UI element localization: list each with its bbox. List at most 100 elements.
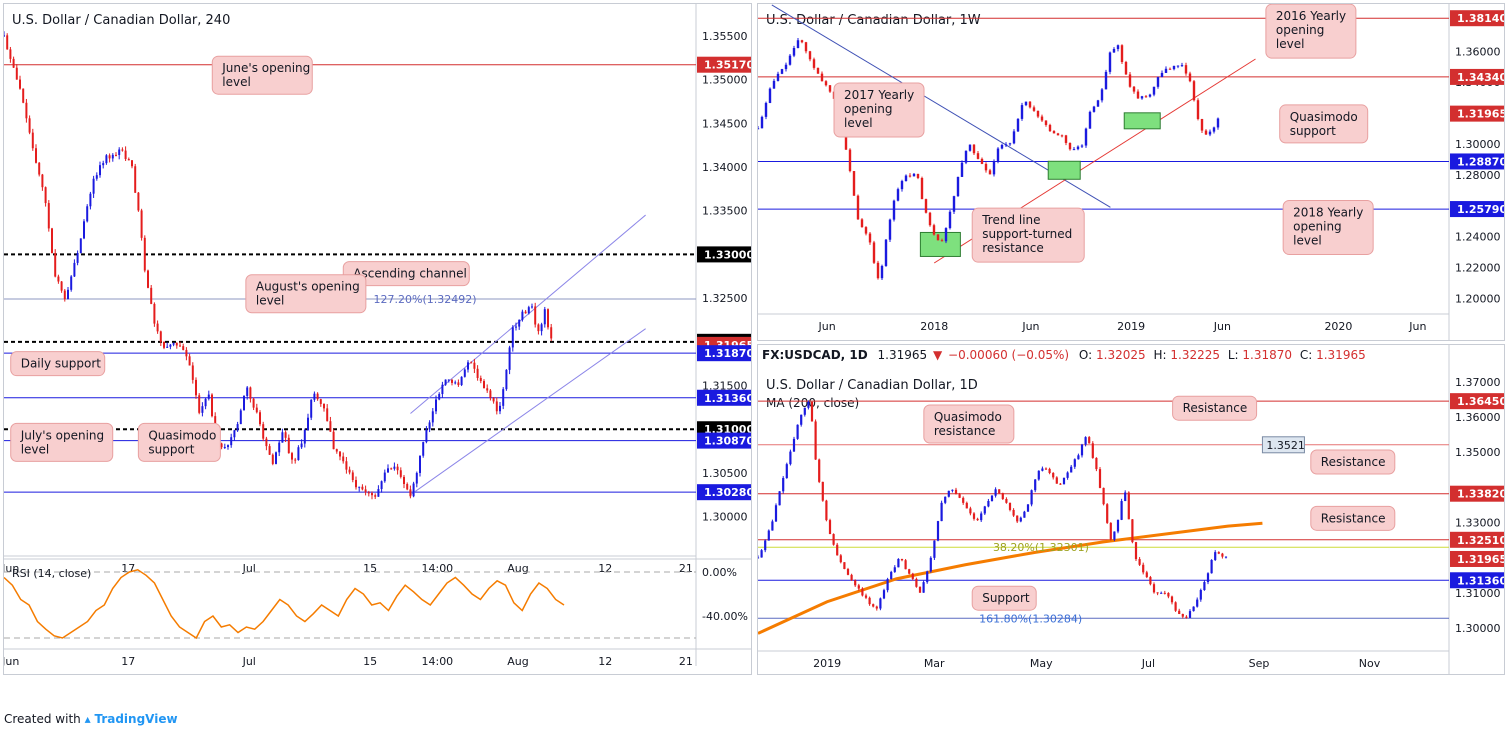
d1-candle-body bbox=[951, 489, 954, 491]
w1-candle-body bbox=[1184, 65, 1188, 74]
rsi-tick-label: 0.00% bbox=[702, 566, 737, 579]
h4-candle-body bbox=[255, 407, 258, 413]
d1-price-tag-label: 1.36450 bbox=[1457, 395, 1505, 408]
d1-candle-body bbox=[1008, 502, 1012, 510]
d1-candle-body bbox=[1206, 573, 1210, 583]
w1-candle-body bbox=[936, 234, 940, 241]
d1-x-tick-label: Nov bbox=[1359, 657, 1381, 670]
h4-candle-body bbox=[521, 311, 524, 320]
h4-x-tick-label: Aug bbox=[507, 562, 528, 575]
h4-price-tag-label: 1.35170 bbox=[704, 59, 752, 72]
h4-candle-body bbox=[351, 472, 354, 480]
w1-candle-body bbox=[916, 173, 920, 179]
d1-candle-body bbox=[915, 578, 918, 587]
h4-candle-body bbox=[374, 495, 377, 497]
h4-callout-text: July's opening bbox=[20, 428, 104, 442]
w1-candle-body bbox=[760, 116, 764, 129]
w1-candle-body bbox=[1156, 77, 1160, 87]
w1-candle-body bbox=[920, 178, 924, 200]
d1-candle-body bbox=[900, 558, 904, 561]
h4-callout-text: level bbox=[256, 294, 285, 308]
d1-candle-body bbox=[940, 502, 943, 522]
d1-candle-body bbox=[1044, 468, 1048, 470]
w1-candle-body bbox=[960, 162, 964, 177]
d1-candle-body bbox=[760, 550, 763, 558]
d1-candle-body bbox=[857, 585, 860, 589]
d1-x-tick-label: Jul bbox=[1141, 657, 1155, 670]
d1-candle-body bbox=[904, 560, 907, 570]
h4-candle-body bbox=[223, 446, 226, 448]
d1-callout-box bbox=[1310, 505, 1396, 531]
w1-candle-body bbox=[860, 219, 864, 228]
h4-candle-body bbox=[268, 446, 271, 455]
w1-candle-body bbox=[1104, 71, 1108, 90]
d1-candle-body bbox=[832, 534, 835, 545]
h4-candle-body bbox=[271, 454, 274, 464]
d1-candle-body bbox=[987, 501, 990, 507]
h4-chart[interactable]: U.S. Dollar / Canadian Dollar, 240 1.355… bbox=[4, 4, 752, 675]
rsi-label: RSI (14, close) bbox=[12, 567, 91, 580]
h4-candle-body bbox=[25, 102, 28, 119]
w1-candle-body bbox=[1080, 145, 1084, 147]
w1-candle-body bbox=[1160, 72, 1164, 78]
w1-candle-body bbox=[1056, 133, 1060, 136]
h4-price-tag bbox=[697, 56, 751, 73]
d1-candle-body bbox=[954, 489, 958, 495]
down-arrow-icon: ▼ bbox=[933, 348, 943, 362]
h4-candle-body bbox=[441, 384, 444, 395]
h4-candle-body bbox=[345, 461, 348, 470]
d1-fib-label: 161.80%(1.30284) bbox=[979, 612, 1082, 625]
h4-callout-text: support bbox=[148, 442, 194, 456]
d1-candle-body bbox=[785, 464, 788, 479]
d1-candle-body bbox=[994, 489, 997, 496]
h4-candle-body bbox=[57, 276, 60, 282]
d1-price-tag-label: 1.32510 bbox=[1457, 534, 1505, 547]
d1-candle-body bbox=[1214, 552, 1217, 560]
d1-candle-body bbox=[789, 451, 792, 465]
h4-candle-body bbox=[323, 403, 325, 409]
tradingview-logo-icon: ▴ bbox=[84, 712, 91, 726]
h4-chart-panel[interactable]: U.S. Dollar / Canadian Dollar, 240 1.355… bbox=[3, 3, 752, 675]
w1-candle-body bbox=[876, 262, 880, 279]
d1-candle-body bbox=[965, 502, 968, 509]
d1-candle-body bbox=[922, 582, 925, 593]
h4-candle-body bbox=[172, 343, 175, 345]
w1-candle-body bbox=[1172, 65, 1176, 70]
daily-chart-panel[interactable]: FX:USDCAD, 1D 1.31965 ▼ −0.00060 (−0.05%… bbox=[757, 344, 1505, 675]
h4-candle-body bbox=[108, 155, 111, 159]
d1-candle-body bbox=[771, 521, 774, 531]
w1-candle-body bbox=[1020, 105, 1024, 119]
h4-candle-body bbox=[332, 431, 335, 450]
w1-candle-body bbox=[788, 55, 792, 65]
h4-candle-body bbox=[316, 393, 319, 400]
weekly-chart[interactable]: U.S. Dollar / Canadian Dollar, 1W 1.3600… bbox=[758, 4, 1505, 341]
d1-candle-body bbox=[1156, 592, 1159, 594]
d1-candle-body bbox=[1196, 599, 1199, 607]
w1-candle-body bbox=[888, 219, 892, 240]
w1-candle-body bbox=[1116, 45, 1120, 50]
d1-candle-body bbox=[893, 567, 896, 572]
weekly-chart-panel[interactable]: U.S. Dollar / Canadian Dollar, 1W 1.3600… bbox=[757, 3, 1505, 341]
h4-candle-body bbox=[444, 379, 447, 385]
w1-candle-body bbox=[948, 211, 952, 229]
h4-y-tick-label: 1.34000 bbox=[702, 161, 748, 174]
w1-candle-body bbox=[932, 225, 936, 235]
w1-price-tag-label: 1.25790 bbox=[1457, 203, 1505, 216]
h4-candle-body bbox=[15, 67, 18, 80]
daily-chart[interactable]: FX:USDCAD, 1D 1.31965 ▼ −0.00060 (−0.05%… bbox=[758, 345, 1505, 675]
h4-candle-body bbox=[38, 162, 41, 175]
w1-callout-box bbox=[1279, 104, 1369, 144]
d1-candle-body bbox=[767, 530, 770, 541]
d1-candle-body bbox=[1070, 466, 1073, 473]
h4-candle-body bbox=[156, 323, 159, 332]
h4-candle-body bbox=[47, 203, 50, 229]
w1-candle-body bbox=[1208, 131, 1212, 135]
tradingview-brand[interactable]: TradingView bbox=[94, 712, 178, 726]
h4-candle-body bbox=[60, 281, 63, 291]
d1-candle-body bbox=[1174, 602, 1177, 611]
h4-price-tag bbox=[697, 484, 751, 501]
h4-candle-body bbox=[115, 154, 117, 156]
h4-x-tick-label: Jun bbox=[4, 655, 19, 668]
h4-candle-body bbox=[547, 309, 549, 328]
w1-y-tick-label: 1.22000 bbox=[1455, 262, 1501, 275]
